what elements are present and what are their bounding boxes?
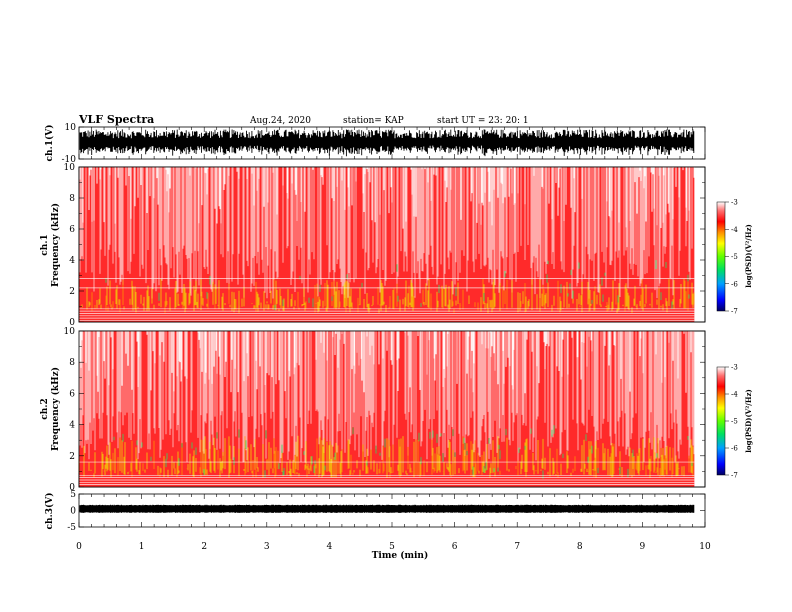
ch2-colorbar-tick-label: -6 [731, 445, 738, 453]
ch1-colorbar-tick-label: -3 [731, 199, 738, 207]
ch3-waveform-panel: 5 0 -5 [67, 490, 706, 533]
ch1-colorbar-tick-label: -4 [731, 226, 738, 234]
ch1-waveform-panel: 10 -10 [62, 123, 706, 165]
ch2-spectrogram-ytick-label: 8 [69, 358, 75, 368]
ch2-spectrogram-ytick-label: 0 [69, 483, 75, 493]
ch1-spectrogram-ytick-label: 8 [69, 194, 75, 204]
ch1-waveform-trace [79, 129, 695, 157]
ch1-spectrogram-ytick-label: 6 [69, 225, 75, 235]
ch1-spectrogram-ytick-label: 2 [69, 287, 75, 297]
ch1-waveform-ytick-label: 10 [65, 123, 77, 133]
ch2-spectrogram-ytick-label: 4 [69, 421, 75, 431]
xtick-label: 10 [699, 542, 711, 552]
ch1-spectrogram-ytick-label: 10 [64, 163, 76, 173]
ch3-waveform-trace [79, 504, 695, 513]
xtick-label: 1 [139, 542, 145, 552]
time-axis: 0 1 2 3 4 5 6 7 8 9 10 [76, 542, 711, 552]
time-xlabel: Time (min) [372, 550, 429, 561]
ch3-waveform-ytick-label: -5 [67, 523, 76, 533]
xtick-label: 2 [201, 542, 207, 552]
ch1-spectrogram-ytick-label: 0 [69, 318, 75, 328]
ch1-colorbar-tick-label: -6 [731, 280, 738, 288]
ch2-ylabel-line2: Frequency (kHz) [50, 367, 61, 451]
xtick-label: 8 [577, 542, 583, 552]
ch1-colorbar-tick-label: -7 [731, 308, 738, 316]
ch1-colorbar-tick-label: -5 [731, 253, 738, 261]
ch2-colorbar-tick-label: -4 [731, 391, 738, 399]
figure-title: VLF Spectra [78, 113, 154, 126]
ch1-waveform-frame [78, 126, 706, 160]
xtick-label: 5 [389, 542, 395, 552]
station-label: station= KAP [343, 116, 404, 126]
xtick-label: 0 [76, 542, 82, 552]
ch2-colorbar-label: log(PSD)(V²/Hz) [744, 389, 753, 453]
start-time-label: start UT = 23: 20: 1 [437, 116, 529, 126]
ch2-spectrogram-ytick-label: 6 [69, 389, 75, 399]
ch1-colorbar-label: log(PSD)(V²/Hz) [744, 224, 753, 288]
ch1-spectrogram-orange-activity [91, 279, 695, 313]
ch2-colorbar-tick-label: -7 [731, 472, 738, 480]
ch1-waveform-ytick-label: -10 [62, 155, 77, 165]
xtick-label: 9 [640, 542, 646, 552]
ch2-colorbar-tick-label: -3 [731, 364, 738, 372]
ch2-spectrogram-panel: 0 2 4 6 8 10 [64, 327, 706, 493]
ch1-spectrogram-yellow-activity [81, 278, 694, 313]
ch3-waveform-ytick-label: 0 [70, 507, 76, 517]
ch1-spectrogram-upper-streaks [79, 167, 695, 229]
ch1-spectrogram-ytick-label: 4 [69, 256, 75, 266]
ch1-spectrogram-panel: 0 2 4 6 8 10 [64, 163, 706, 328]
xtick-label: 7 [514, 542, 520, 552]
ch1-spectrogram-green-activity [105, 260, 690, 311]
ch3-voltage-ylabel: ch.3(V) [44, 493, 55, 530]
ch2-spectrogram-yellow-activity [83, 435, 693, 478]
ch2-ylabel-line1: ch.2 [40, 398, 50, 419]
xtick-label: 3 [264, 542, 270, 552]
ch1-voltage-ylabel: ch.1(V) [44, 125, 55, 162]
ch1-colorbar-scale [716, 201, 726, 312]
ch1-colorbar: -3 -4 -5 -6 -7 log(PSD)(V²/Hz) [716, 199, 753, 316]
ch2-colorbar: -3 -4 -5 -6 -7 log(PSD)(V²/Hz) [716, 364, 753, 480]
ch2-colorbar-scale [716, 366, 726, 476]
ch2-spectrogram-ytick-label: 2 [69, 452, 75, 462]
ch1-ylabel-line2: Frequency (kHz) [50, 203, 61, 287]
date-label: Aug.24, 2020 [249, 116, 311, 126]
xtick-label: 6 [452, 542, 458, 552]
ch1-ylabel-line1: ch.1 [40, 234, 50, 255]
xtick-label: 4 [327, 542, 333, 552]
ch2-colorbar-tick-label: -5 [731, 418, 738, 426]
ch3-waveform-ytick-label: 5 [70, 490, 76, 500]
ch2-spectrogram-ytick-label: 10 [64, 327, 76, 337]
